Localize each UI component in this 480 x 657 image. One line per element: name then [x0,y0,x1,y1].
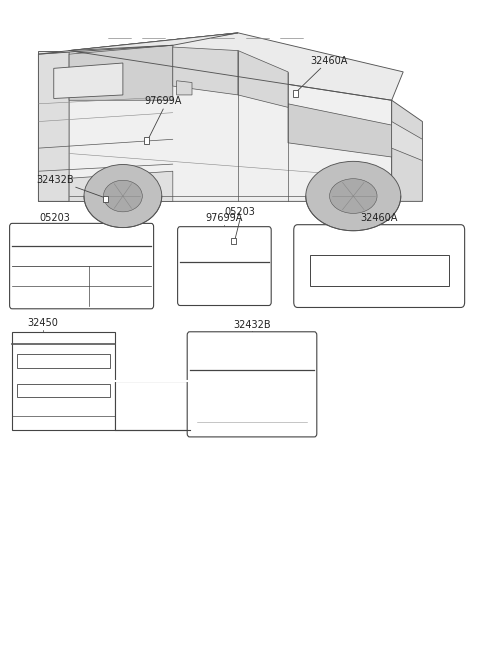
Text: 05203: 05203 [225,207,255,217]
Polygon shape [392,101,422,201]
Bar [17,355,110,368]
Ellipse shape [329,179,377,214]
Bar [115,381,190,430]
Text: 97699A: 97699A [144,97,182,106]
Bar [231,238,236,244]
Polygon shape [38,33,238,54]
Text: 97699A: 97699A [205,214,243,223]
Text: 32460A: 32460A [360,214,398,223]
Ellipse shape [104,180,142,212]
FancyBboxPatch shape [294,225,465,307]
Ellipse shape [84,164,162,227]
Bar [144,137,149,144]
Bar [103,196,108,202]
Polygon shape [173,47,238,95]
Text: 32460A: 32460A [310,56,348,66]
Text: 32432B: 32432B [233,320,271,330]
FancyBboxPatch shape [10,223,154,309]
Polygon shape [177,81,192,95]
Polygon shape [288,104,392,157]
Text: 32450: 32450 [28,319,59,328]
Polygon shape [392,122,422,160]
Bar [17,384,110,397]
Polygon shape [69,171,173,201]
Polygon shape [38,43,173,201]
Polygon shape [69,33,403,113]
Bar [12,332,115,430]
Ellipse shape [306,162,401,231]
FancyBboxPatch shape [187,332,317,437]
Bar [293,90,298,97]
Polygon shape [38,51,69,201]
Text: 32432B: 32432B [37,175,74,185]
Polygon shape [69,51,392,201]
Polygon shape [69,45,173,101]
FancyBboxPatch shape [178,227,271,306]
Bar [310,254,449,286]
Text: 05203: 05203 [40,214,71,223]
Polygon shape [54,63,123,99]
Polygon shape [69,33,238,51]
Polygon shape [238,51,288,107]
